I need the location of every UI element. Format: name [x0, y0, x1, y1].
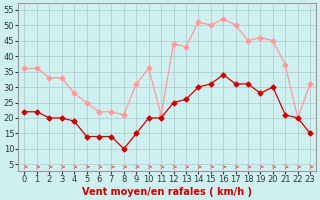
- X-axis label: Vent moyen/en rafales ( km/h ): Vent moyen/en rafales ( km/h ): [82, 187, 252, 197]
